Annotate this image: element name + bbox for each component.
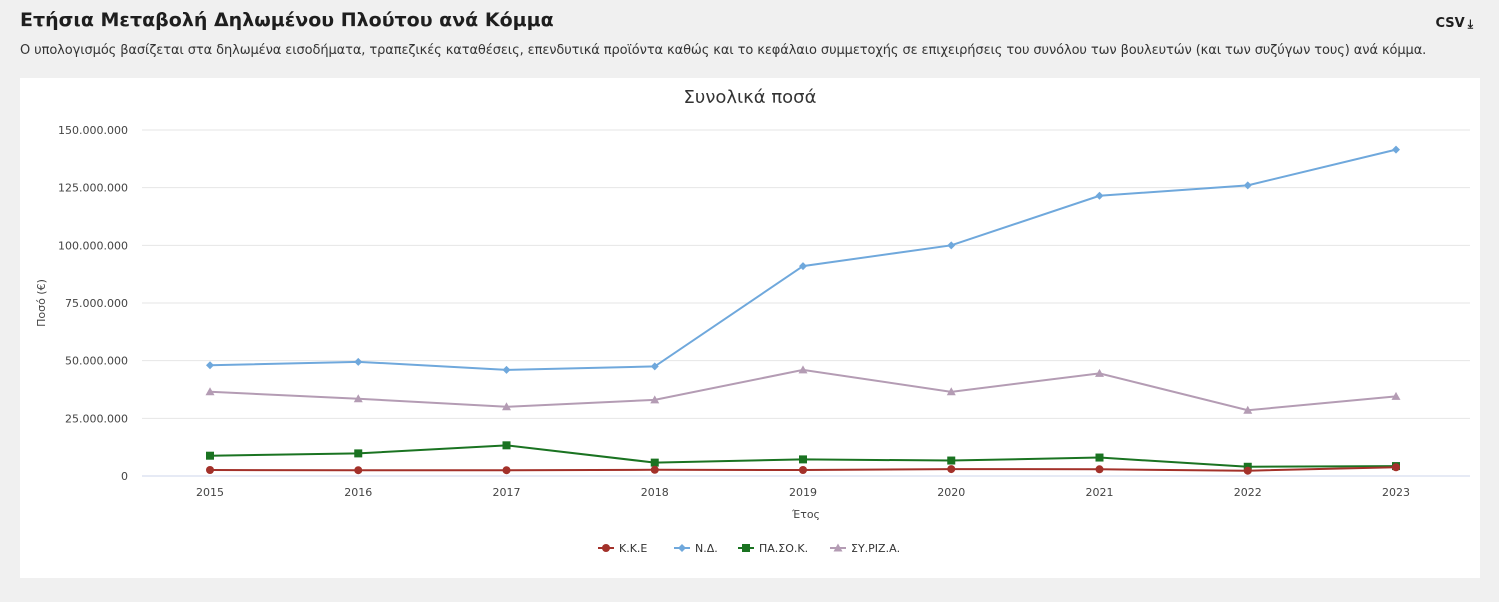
data-point[interactable] (799, 466, 807, 475)
x-tick-label: 2018 (641, 486, 669, 499)
y-tick-label: 75.000.000 (65, 297, 128, 310)
data-point[interactable] (206, 451, 214, 460)
y-tick-label: 100.000.000 (58, 239, 128, 252)
series-line (209, 148, 1397, 371)
data-point[interactable] (205, 387, 215, 396)
data-point[interactable] (354, 466, 363, 475)
data-point[interactable] (502, 402, 511, 411)
data-point[interactable] (1392, 145, 1400, 154)
y-axis-ticks: 0 25.000.000 50.000.000 75.000.000 100.000.0… (58, 124, 128, 483)
legend-marker[interactable] (833, 543, 843, 552)
x-tick-label: 2019 (789, 486, 817, 499)
page-subtitle: Ο υπολογισμός βασίζεται στα δηλωμένα εισ… (20, 43, 1427, 58)
line-chart: Συνολικά ποσά 0 25.000.000 50.000.000 75.00… (35, 87, 1470, 555)
y-tick-label: 50.000.000 (65, 355, 128, 368)
legend-item[interactable]: ΣΥ.ΡΙΖ.Α. (830, 542, 900, 555)
y-axis-label: Ποσό (€) (35, 279, 48, 327)
legend-label: ΣΥ.ΡΙΖ.Α. (851, 542, 900, 555)
series-4 (205, 365, 1401, 414)
legend-item[interactable]: Κ.Κ.Ε (598, 542, 647, 555)
data-point[interactable] (354, 449, 363, 458)
data-point[interactable] (1391, 391, 1401, 400)
legend: Κ.Κ.Ε Ν.Δ. ΠΑ.ΣΟ.Κ. ΣΥ.ΡΙΖ.Α. (598, 542, 900, 555)
data-point[interactable] (1243, 405, 1253, 414)
data-point[interactable] (799, 262, 807, 271)
data-point[interactable] (502, 441, 511, 450)
legend-marker[interactable] (602, 544, 610, 552)
x-axis-ticks: 2015 2016 2017 2018 2019 2020 2021 2022 2023 (196, 486, 1410, 499)
x-tick-label: 2022 (1234, 486, 1262, 499)
series-1 (206, 463, 1400, 475)
data-point[interactable] (946, 387, 956, 396)
data-point[interactable] (1095, 465, 1104, 474)
legend-label: Κ.Κ.Ε (619, 542, 647, 555)
data-point[interactable] (1243, 181, 1252, 190)
data-point[interactable] (1243, 466, 1252, 475)
legend-label: Ν.Δ. (695, 542, 718, 555)
x-tick-label: 2017 (493, 486, 521, 499)
data-point[interactable] (650, 362, 659, 371)
data-point[interactable] (1095, 191, 1104, 200)
chart-card: Συνολικά ποσά 0 25.000.000 50.000.000 75.00… (20, 78, 1480, 578)
page-title: Ετήσια Μεταβολή Δηλωμένου Πλούτου ανά Κό… (20, 9, 554, 31)
x-tick-label: 2015 (196, 486, 224, 499)
data-point[interactable] (1392, 463, 1400, 472)
csv-download-button[interactable]: CSV ⤓ (1435, 16, 1473, 31)
data-point[interactable] (650, 458, 659, 467)
data-point[interactable] (353, 394, 363, 403)
y-tick-label: 125.000.000 (58, 182, 128, 195)
legend-marker[interactable] (678, 544, 686, 552)
series-2 (206, 145, 1400, 374)
data-point[interactable] (206, 466, 214, 475)
legend-label: ΠΑ.ΣΟ.Κ. (759, 542, 808, 555)
data-point[interactable] (1095, 368, 1104, 377)
x-tick-label: 2020 (937, 486, 965, 499)
legend-item[interactable]: ΠΑ.ΣΟ.Κ. (738, 542, 808, 555)
series-line (209, 368, 1397, 412)
download-icon: ⤓ (1467, 16, 1473, 31)
series-layer (205, 145, 1401, 475)
data-point[interactable] (947, 456, 956, 465)
data-point[interactable] (650, 395, 660, 404)
data-point[interactable] (502, 466, 511, 475)
csv-label: CSV (1435, 16, 1465, 31)
data-point[interactable] (206, 361, 214, 370)
legend-item[interactable]: Ν.Δ. (674, 542, 718, 555)
data-point[interactable] (1095, 453, 1104, 462)
legend-marker[interactable] (742, 544, 750, 552)
x-tick-label: 2023 (1382, 486, 1410, 499)
data-point[interactable] (798, 365, 808, 374)
y-tick-label: 25.000.000 (65, 412, 128, 425)
x-tick-label: 2021 (1086, 486, 1114, 499)
x-axis-label: Έτος (791, 508, 820, 521)
y-tick-label: 150.000.000 (58, 124, 128, 137)
x-tick-label: 2016 (344, 486, 372, 499)
data-point[interactable] (799, 455, 807, 464)
data-point[interactable] (354, 357, 363, 366)
grid-lines (142, 129, 1470, 477)
y-tick-label: 0 (121, 470, 128, 483)
data-point[interactable] (650, 465, 659, 474)
chart-title: Συνολικά ποσά (684, 87, 817, 108)
data-point[interactable] (947, 241, 956, 250)
data-point[interactable] (502, 365, 511, 374)
data-point[interactable] (947, 465, 956, 474)
